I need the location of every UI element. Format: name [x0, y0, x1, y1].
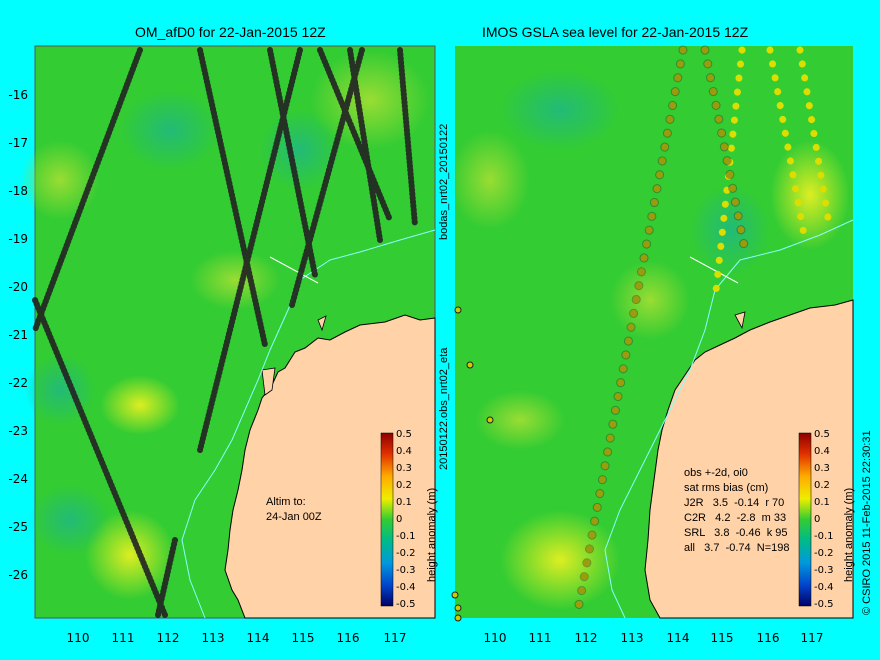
colorbar-right-label: height anomaly (m)	[843, 487, 855, 582]
colorbar-right: 0.5 0.4 0.3 0.2 0.1 0 -0.1 -0.2 -0.3 -0.…	[798, 429, 834, 610]
x-axis-ticks-right: 110 111 112 113 114 115 116 117	[484, 631, 824, 645]
y-tick: -18	[8, 184, 28, 198]
right-side-label-bottom: 20150122.obs_nrt02_eta	[438, 347, 450, 470]
svg-text:-0.1: -0.1	[396, 531, 416, 542]
svg-text:0.2: 0.2	[396, 480, 412, 491]
svg-text:0.4: 0.4	[396, 446, 412, 457]
right-map	[450, 45, 854, 622]
x-tick: 114	[667, 631, 690, 645]
colorbar-left: 0.5 0.4 0.3 0.2 0.1 0 -0.1 -0.2 -0.3 -0.…	[380, 429, 416, 610]
x-tick: 111	[529, 631, 552, 645]
svg-text:0.4: 0.4	[814, 446, 830, 457]
copyright-label: © CSIRO 2015 11-Feb-2015 22:30:31	[861, 430, 873, 615]
x-tick: 112	[575, 631, 598, 645]
left-altim-note: Altim to: 24-Jan 00Z	[266, 496, 322, 523]
svg-text:-0.5: -0.5	[396, 599, 416, 610]
y-tick: -22	[8, 376, 28, 390]
x-axis-ticks-left: 110 111 112 113 114 115 116 117	[67, 631, 407, 645]
x-tick: 117	[801, 631, 824, 645]
x-tick: 110	[67, 631, 90, 645]
svg-text:0.3: 0.3	[396, 463, 412, 474]
x-tick: 112	[157, 631, 180, 645]
y-tick: -20	[8, 280, 28, 294]
right-stats-box: obs +-2d, oi0 sat rms bias (cm) J2R 3.5 …	[684, 467, 790, 554]
x-tick: 110	[484, 631, 507, 645]
x-tick: 111	[112, 631, 135, 645]
left-map-title: OM_afD0 for 22-Jan-2015 12Z	[135, 24, 326, 40]
y-tick: -25	[8, 520, 28, 534]
y-tick: -21	[8, 328, 28, 342]
x-tick: 116	[757, 631, 780, 645]
svg-text:-0.1: -0.1	[814, 531, 834, 542]
x-tick: 113	[202, 631, 225, 645]
y-tick: -23	[8, 424, 28, 438]
left-map	[20, 45, 436, 619]
y-tick: -19	[8, 232, 28, 246]
x-tick: 115	[711, 631, 734, 645]
svg-text:0: 0	[396, 514, 402, 525]
svg-text:-0.4: -0.4	[814, 582, 834, 593]
x-tick: 117	[384, 631, 407, 645]
svg-text:0.5: 0.5	[814, 429, 830, 440]
svg-text:-0.4: -0.4	[396, 582, 416, 593]
x-tick: 113	[621, 631, 644, 645]
y-tick: -16	[8, 88, 28, 102]
svg-text:0: 0	[814, 514, 820, 525]
right-side-label-top: bodas_nrt02_20150122	[438, 123, 450, 240]
svg-text:0.1: 0.1	[814, 497, 830, 508]
svg-text:-0.2: -0.2	[396, 548, 416, 559]
svg-text:-0.3: -0.3	[396, 565, 416, 576]
colorbar-left-label: height anomaly (m)	[426, 487, 438, 582]
svg-text:-0.3: -0.3	[814, 565, 834, 576]
svg-text:-0.5: -0.5	[814, 599, 834, 610]
svg-text:0.2: 0.2	[814, 480, 830, 491]
right-map-title: IMOS GSLA sea level for 22-Jan-2015 12Z	[482, 24, 749, 40]
svg-text:-0.2: -0.2	[814, 548, 834, 559]
x-tick: 114	[247, 631, 270, 645]
y-tick: -24	[8, 472, 28, 486]
svg-text:0.5: 0.5	[396, 429, 412, 440]
y-axis-ticks-left: -16 -17 -18 -19 -20 -21 -22 -23 -24 -25 …	[8, 88, 28, 582]
x-tick: 116	[337, 631, 360, 645]
y-tick: -17	[8, 136, 28, 150]
svg-text:0.1: 0.1	[396, 497, 412, 508]
y-tick: -26	[8, 568, 28, 582]
svg-text:0.3: 0.3	[814, 463, 830, 474]
x-tick: 115	[292, 631, 315, 645]
